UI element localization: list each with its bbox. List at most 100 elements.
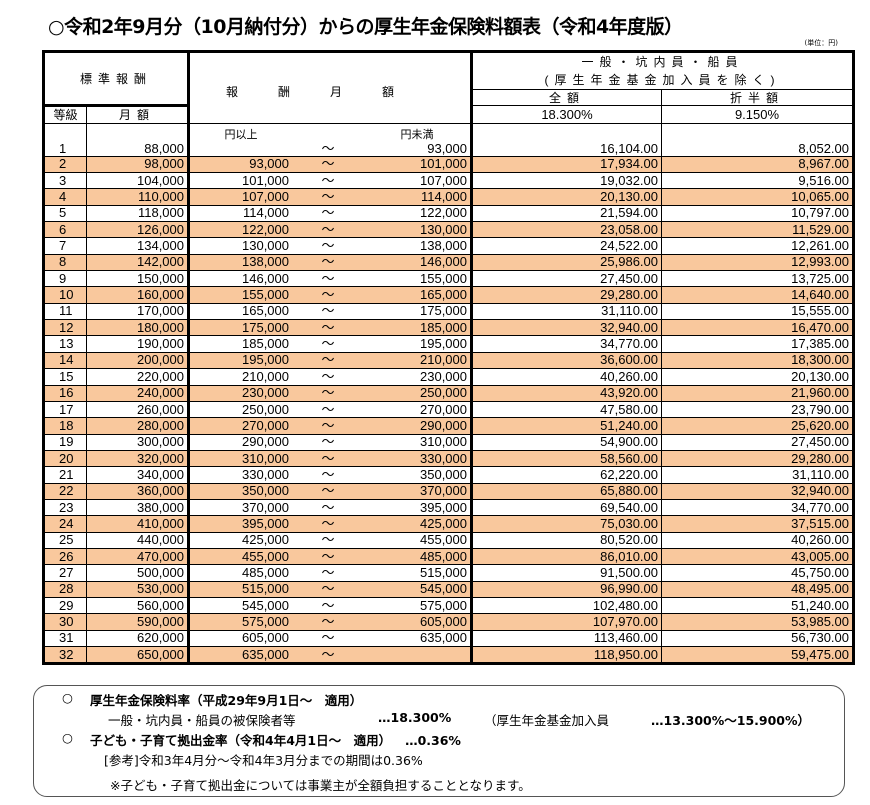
tilde: ～ <box>321 532 335 548</box>
range-upper: 230,000 <box>420 368 467 384</box>
tilde: ～ <box>321 336 335 352</box>
range-cell: 138,000 ～ 146,000 <box>187 253 473 272</box>
full-amount-cell: 102,480.00 <box>471 596 662 615</box>
header-group-line2: (厚生年金基金加入員を除く) <box>471 71 854 90</box>
header-half: 折半額 <box>661 88 854 107</box>
half-amount-cell: 14,640.00 <box>661 286 854 304</box>
range-lower: 195,000 <box>242 352 289 368</box>
half-amount-cell: 10,797.00 <box>661 204 854 223</box>
lower-unit: 円以上 <box>224 128 258 141</box>
range-cell: 250,000 ～ 270,000 <box>187 400 473 419</box>
grade-cell: 19 <box>43 433 87 451</box>
grade-cell: 3 <box>43 172 87 190</box>
half-amount-cell: 43,005.00 <box>661 547 854 566</box>
half-amount-cell: 27,450.00 <box>661 433 854 451</box>
range-upper: 350,000 <box>420 466 467 482</box>
range-lower: 310,000 <box>242 450 289 466</box>
table-row: 26 470,000 455,000 ～ 485,000 86,010.00 43,005.… <box>43 547 854 566</box>
monthly-cell: 560,000 <box>86 596 189 615</box>
note-rate-value: …18.300% <box>378 710 452 725</box>
tilde: ～ <box>321 548 335 564</box>
grade-cell: 31 <box>43 629 87 648</box>
range-lower: 130,000 <box>242 238 289 254</box>
note-rate-label: 一般・坑内員・船員の被保険者等 <box>108 713 296 728</box>
premium-table: 標準報酬 報酬月額 一般・坑内員・船員 (厚生年金基金加入員を除く) 全額 折半額… <box>42 50 855 666</box>
grade-cell: 15 <box>43 368 87 386</box>
range-cell: 230,000 ～ 250,000 <box>187 384 473 402</box>
table-row: 32 650,000 635,000 ～ 118,950.00 59,475.00 <box>43 645 854 665</box>
tilde: ～ <box>321 434 335 450</box>
tilde: ～ <box>321 630 335 646</box>
table-row: 19 300,000 290,000 ～ 310,000 54,900.00 27,450.… <box>43 433 854 451</box>
range-upper: 395,000 <box>420 499 467 515</box>
tilde: ～ <box>321 401 335 417</box>
full-amount-cell: 51,240.00 <box>471 417 662 435</box>
table-row: 30 590,000 575,000 ～ 605,000 107,970.00 53,985… <box>43 613 854 631</box>
header-grade: 等級 <box>43 105 87 124</box>
range-upper: 195,000 <box>420 336 467 352</box>
monthly-cell: 360,000 <box>86 482 189 500</box>
range-cell: 210,000 ～ 230,000 <box>187 368 473 386</box>
range-lower: 114,000 <box>242 205 289 221</box>
table-row: 12 180,000 175,000 ～ 185,000 32,940.00 16,470.… <box>43 319 854 337</box>
range-lower: 545,000 <box>242 597 289 613</box>
tilde: ～ <box>321 450 335 466</box>
range-cell: 122,000 ～ 130,000 <box>187 221 473 239</box>
note-child-value: …0.36% <box>405 733 461 748</box>
grade-cell: 25 <box>43 531 87 549</box>
range-upper: 330,000 <box>420 450 467 466</box>
range-lower: 350,000 <box>242 483 289 499</box>
grade-cell: 28 <box>43 580 87 598</box>
unit-label: (単位：円) <box>804 39 838 47</box>
half-amount-cell: 17,385.00 <box>661 335 854 353</box>
range-cell: 円以上 円未満 ～ 93,000 <box>187 122 473 157</box>
range-cell: 290,000 ～ 310,000 <box>187 433 473 451</box>
half-amount-cell: 15,555.00 <box>661 302 854 321</box>
range-lower: 290,000 <box>242 434 289 450</box>
half-amount-cell: 9,516.00 <box>661 172 854 190</box>
range-cell: 350,000 ～ 370,000 <box>187 482 473 500</box>
range-lower: 185,000 <box>242 336 289 352</box>
table-row: 15 220,000 210,000 ～ 230,000 40,260.00 20,130.… <box>43 368 854 386</box>
range-lower: 455,000 <box>242 548 289 564</box>
note-reference: [参考]令和3年4月分～令和4年3月分までの期間は0.36% <box>104 753 423 768</box>
monthly-cell: 260,000 <box>86 400 189 419</box>
header-full: 全額 <box>471 88 662 107</box>
grade-cell: 22 <box>43 482 87 500</box>
full-amount-cell: 32,940.00 <box>471 319 662 337</box>
range-lower: 250,000 <box>242 401 289 417</box>
range-cell: 175,000 ～ 185,000 <box>187 319 473 337</box>
monthly-cell: 410,000 <box>86 515 189 533</box>
tilde: ～ <box>321 205 335 221</box>
full-amount-cell: 16,104.00 <box>471 122 662 157</box>
grade-cell: 26 <box>43 547 87 566</box>
half-amount-cell: 53,985.00 <box>661 613 854 631</box>
tilde: ～ <box>321 156 335 172</box>
range-cell: 515,000 ～ 545,000 <box>187 580 473 598</box>
monthly-cell: 118,000 <box>86 204 189 223</box>
full-amount-cell: 23,058.00 <box>471 221 662 239</box>
full-amount-cell: 21,594.00 <box>471 204 662 223</box>
range-lower: 122,000 <box>242 221 289 237</box>
monthly-cell: 160,000 <box>86 286 189 304</box>
full-amount-cell: 20,130.00 <box>471 188 662 206</box>
table-row: 13 190,000 185,000 ～ 195,000 34,770.00 17,385.… <box>43 335 854 353</box>
range-lower: 175,000 <box>242 319 289 335</box>
range-cell: 270,000 ～ 290,000 <box>187 417 473 435</box>
table-row: 17 260,000 250,000 ～ 270,000 47,580.00 23,790.… <box>43 400 854 419</box>
monthly-cell: 88,000 <box>86 122 189 157</box>
tilde: ～ <box>321 417 335 433</box>
half-amount-cell: 8,967.00 <box>661 155 854 174</box>
tilde: ～ <box>321 581 335 597</box>
tilde: ～ <box>321 597 335 613</box>
monthly-cell: 220,000 <box>86 368 189 386</box>
grade-cell: 32 <box>43 645 87 665</box>
monthly-cell: 110,000 <box>86 188 189 206</box>
range-cell: 635,000 ～ <box>187 645 473 665</box>
range-upper: 545,000 <box>420 581 467 597</box>
table-row: 20 320,000 310,000 ～ 330,000 58,560.00 29,280.… <box>43 449 854 468</box>
range-upper: 425,000 <box>420 515 467 531</box>
grade-cell: 21 <box>43 466 87 484</box>
tilde: ～ <box>321 140 335 156</box>
header-range: 報酬月額 <box>187 51 473 124</box>
